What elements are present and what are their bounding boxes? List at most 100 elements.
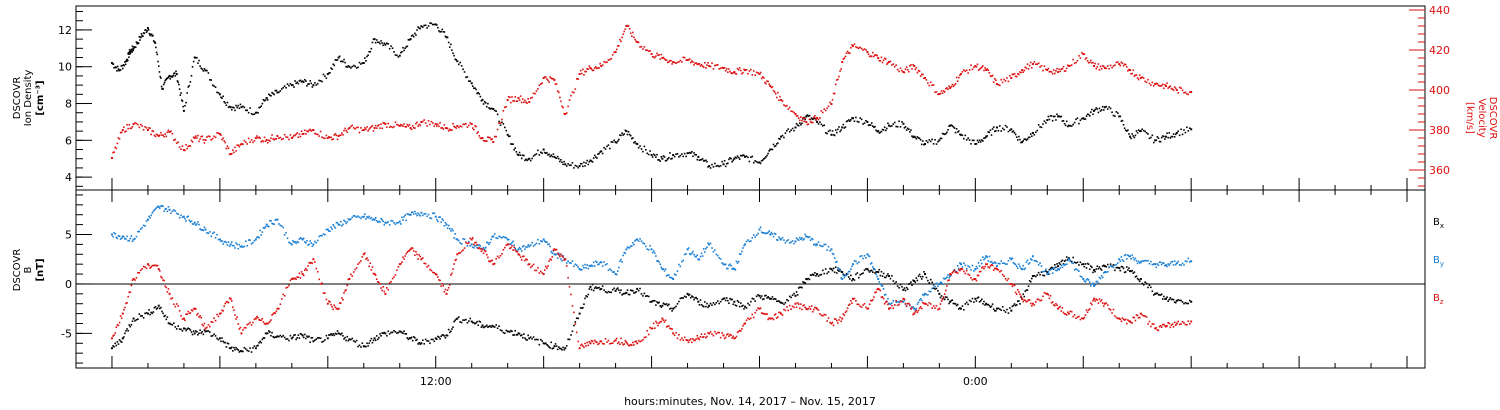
by-sample xyxy=(716,254,719,257)
bz-sample xyxy=(1136,314,1139,317)
velocity-sample xyxy=(682,56,685,59)
density-sample xyxy=(826,132,828,135)
bx-sample xyxy=(1166,296,1168,298)
by-sample xyxy=(342,223,344,226)
density-sample xyxy=(147,29,150,31)
by-sample xyxy=(591,265,594,267)
by-sample xyxy=(585,267,587,269)
bx-sample xyxy=(810,274,813,276)
velocity-sample xyxy=(151,130,154,132)
bx-sample xyxy=(490,326,492,328)
bz-sample xyxy=(1031,305,1033,307)
density-point xyxy=(949,124,952,127)
bx-sample xyxy=(410,336,413,339)
bx-sample xyxy=(929,278,932,281)
density-sample xyxy=(126,58,128,61)
density-sample xyxy=(748,160,751,163)
velocity-point xyxy=(852,45,855,47)
bx-sample xyxy=(177,325,179,327)
density-sample xyxy=(278,91,280,94)
bx-sample xyxy=(793,292,795,295)
density-sample xyxy=(809,118,812,121)
bz-sample xyxy=(187,310,190,313)
density-sample xyxy=(737,156,740,159)
bz-sample xyxy=(380,287,382,289)
bz-sample xyxy=(381,289,383,292)
velocity-sample xyxy=(114,146,117,149)
by-sample xyxy=(588,264,591,267)
bz-sample xyxy=(761,312,764,315)
bz-sample xyxy=(116,324,119,326)
bx-sample xyxy=(239,350,242,352)
by-sample xyxy=(941,283,944,286)
by-sample xyxy=(820,245,823,248)
bx-sample xyxy=(419,343,422,345)
velocity-sample xyxy=(984,67,986,69)
bz-point xyxy=(578,347,581,350)
velocity-sample xyxy=(1091,61,1093,64)
by-sample xyxy=(1055,269,1057,272)
density-sample xyxy=(1064,124,1067,127)
bx-sample xyxy=(565,345,568,347)
bx-sample xyxy=(853,279,856,281)
density-sample xyxy=(984,137,986,139)
bz-sample xyxy=(751,313,754,316)
velocity-sample xyxy=(296,132,299,134)
velocity-point xyxy=(722,67,725,69)
velocity-sample xyxy=(342,133,344,136)
density-point xyxy=(923,143,926,145)
by-sample xyxy=(314,240,316,243)
velocity-sample xyxy=(444,127,447,129)
by-point xyxy=(650,248,653,251)
by-sample xyxy=(1042,270,1044,273)
velocity-sample xyxy=(771,86,774,88)
by-sample xyxy=(1064,263,1067,266)
bz-sample xyxy=(1051,301,1054,303)
velocity-sample xyxy=(916,71,919,74)
by-sample xyxy=(1036,260,1039,263)
bz-sample xyxy=(696,334,699,337)
bz-point xyxy=(852,297,855,300)
velocity-sample xyxy=(1090,59,1092,62)
velocity-sample xyxy=(946,87,948,89)
bx-sample xyxy=(159,307,161,310)
bx-sample xyxy=(593,287,596,289)
velocity-sample xyxy=(712,68,715,70)
bz-sample xyxy=(330,303,332,306)
density-sample xyxy=(210,79,213,81)
bz-point xyxy=(1139,312,1142,315)
by-sample xyxy=(1115,263,1118,266)
by-sample xyxy=(919,297,922,300)
velocity-sample xyxy=(761,76,764,78)
by-sample xyxy=(770,231,773,234)
bz-sample xyxy=(640,340,643,342)
bx-sample xyxy=(707,306,709,309)
velocity-sample xyxy=(156,134,159,136)
bx-sample xyxy=(126,328,128,330)
by-sample xyxy=(981,262,983,265)
by-sample xyxy=(123,235,125,238)
bz-sample xyxy=(1006,279,1008,282)
bz-sample xyxy=(839,316,841,319)
bx-sample xyxy=(635,291,637,293)
bz-sample xyxy=(1028,299,1031,301)
bz-point xyxy=(1057,307,1060,310)
by-sample xyxy=(870,262,873,264)
velocity-sample xyxy=(988,72,991,74)
bz-sample xyxy=(981,266,983,269)
velocity-point xyxy=(564,113,567,115)
bz-sample xyxy=(1128,320,1130,322)
density-point xyxy=(1021,141,1024,144)
density-sample xyxy=(225,104,228,107)
density-point xyxy=(852,117,855,120)
bx-sample xyxy=(436,338,438,341)
bx-sample xyxy=(874,272,876,274)
density-sample xyxy=(701,158,704,160)
bx-sample xyxy=(1016,300,1019,303)
by-sample xyxy=(582,264,584,267)
velocity-sample xyxy=(479,137,482,139)
velocity-sample xyxy=(742,71,744,74)
by-sample xyxy=(599,261,601,264)
bx-sample xyxy=(961,305,964,307)
bz-sample xyxy=(252,321,254,324)
